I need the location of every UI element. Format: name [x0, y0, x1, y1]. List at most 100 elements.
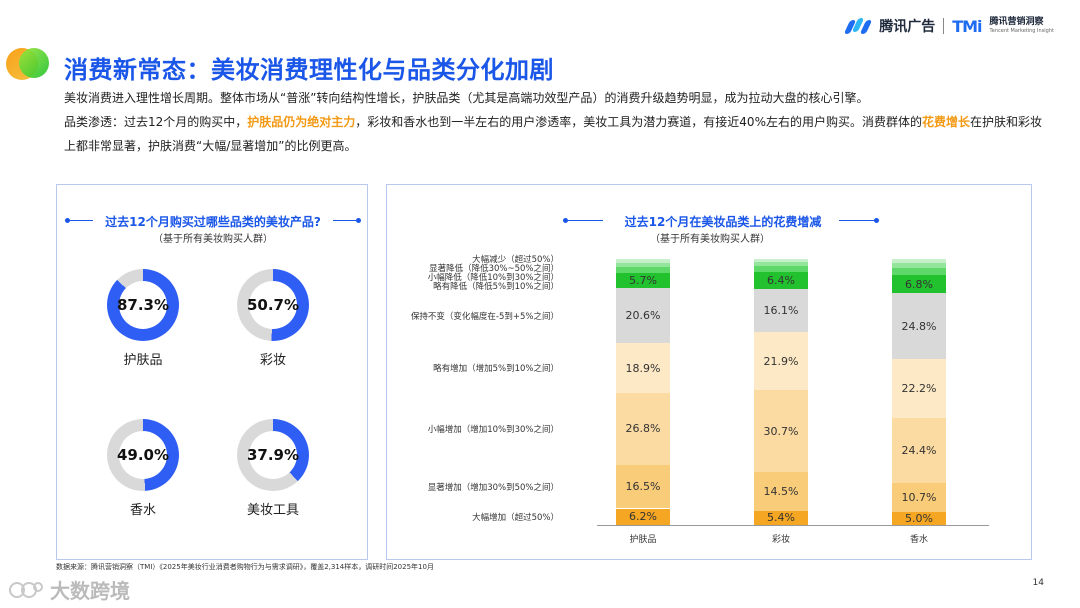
- bar-value-label: 22.2%: [901, 382, 937, 396]
- para-text-b: ，彩妆和香水也到一半左右的用户渗透率，美妆工具为潜力赛道，有接近40%左右的用户…: [355, 115, 922, 129]
- logo-divider: [943, 18, 945, 34]
- bar-segment: [754, 262, 808, 267]
- tmi-brand: 腾讯营销洞察 Tencent Marketing Insight: [990, 18, 1054, 34]
- bar-segment: 24.8%: [892, 293, 946, 360]
- x-tick-label: 护肤品: [629, 535, 657, 545]
- right-panel-title: 过去12个月在美妆品类上的花费增减: [624, 215, 822, 229]
- title-decoration-icon: [6, 48, 49, 80]
- tmi-brand-cn: 腾讯营销洞察: [989, 17, 1044, 27]
- bar-segment: [892, 267, 946, 276]
- bar-segment: 20.6%: [616, 288, 670, 344]
- legend-row-label: 大幅减少（超过50%）: [472, 255, 559, 265]
- penetration-paragraph: 品类渗透：过去12个月的购买中，护肤品仍为绝对主力，彩妆和香水也到一半左右的用户…: [64, 110, 1044, 158]
- bar-value-label: 30.7%: [763, 424, 799, 438]
- bar-value-label: 6.8%: [905, 277, 933, 291]
- bar-segment: [892, 262, 946, 268]
- donut-value: 50.7%: [247, 281, 299, 329]
- bar-segment: 26.8%: [616, 393, 670, 465]
- bar-segment: 18.9%: [616, 343, 670, 394]
- bar-segment: 5.7%: [616, 273, 670, 289]
- title-line-right: [839, 218, 879, 223]
- bar-segment: 10.7%: [892, 483, 946, 512]
- bar-segment: 6.4%: [754, 272, 808, 290]
- bar-value-label: 16.5%: [625, 480, 661, 494]
- para-text-a: 品类渗透：过去12个月的购买中，: [64, 115, 248, 129]
- bar-value-label: 5.7%: [629, 274, 657, 288]
- watermark-logo-icon: [9, 581, 43, 598]
- page-number: 14: [1032, 578, 1044, 588]
- bar-value-label: 6.4%: [767, 274, 795, 288]
- bar-value-label: 10.7%: [901, 490, 937, 504]
- title-line-left: [65, 218, 93, 223]
- bar-value-label: 24.4%: [901, 444, 937, 458]
- x-tick-label: 香水: [909, 535, 928, 545]
- watermark: 大数跨境: [8, 575, 130, 604]
- bar-segment: 21.9%: [754, 332, 808, 391]
- bar-segment: 16.5%: [616, 464, 670, 509]
- bar-segment: 24.4%: [892, 418, 946, 484]
- donut-chart: 37.9%: [237, 419, 309, 491]
- watermark-text: 大数跨境: [50, 579, 130, 603]
- bar-value-label: 6.2%: [629, 510, 657, 524]
- bar-value-label: 26.8%: [625, 422, 661, 436]
- x-tick-label: 彩妆: [771, 535, 790, 545]
- bar-segment: 5.4%: [754, 510, 808, 525]
- bar-segment: 30.7%: [754, 390, 808, 473]
- bar-value-label: 5.4%: [767, 511, 795, 525]
- bar-segment: 14.5%: [754, 472, 808, 511]
- bar-segment: 6.8%: [892, 275, 946, 294]
- highlight-skincare: 护肤品仍为绝对主力: [247, 115, 356, 129]
- title-line-left: [563, 218, 603, 223]
- donut-value: 37.9%: [247, 431, 299, 479]
- donut-chart: 87.3%: [107, 269, 179, 341]
- para-text-c: 在护肤和彩妆上都非常显著，护肤消费“大幅/显著增加”的比例更高。: [64, 115, 1043, 153]
- intro-paragraph: 美妆消费进入理性增长周期。整体市场从“普涨”转向结构性增长，护肤品类（尤其是高端…: [64, 91, 869, 105]
- donut-chart: 49.0%: [107, 419, 179, 491]
- legend-row-label: 小幅降低（降低10%到30%之间）: [427, 273, 559, 283]
- bar-segment: [616, 267, 670, 274]
- left-panel-title: 过去12个月购买过哪些品类的美妆产品?: [105, 215, 321, 229]
- spending-change-panel: 过去12个月在美妆品类上的花费增减 （基于所有美妆购买人群） 6.2% 16.5%…: [386, 184, 1032, 560]
- header-logos: 腾讯广告 TMi 腾讯营销洞察 Tencent Marketing Insigh…: [843, 16, 1054, 36]
- bar-value-label: 14.5%: [763, 484, 799, 498]
- legend-row-label: 显著降低（降低30%~50%之间）: [429, 264, 559, 274]
- left-panel-subtitle: （基于所有美妆购买人群）: [153, 234, 273, 245]
- bar-value-label: 20.6%: [625, 309, 661, 323]
- donut-label: 护肤品: [123, 353, 163, 368]
- bar-segment: 5.0%: [892, 511, 946, 525]
- donut-value: 87.3%: [117, 281, 169, 329]
- bar-value-label: 5.0%: [905, 511, 933, 525]
- bar-value-label: 24.8%: [901, 319, 937, 333]
- bar-segment: [616, 259, 670, 263]
- donut-chart: 50.7%: [237, 269, 309, 341]
- legend-row-label: 略有增加（增加5%到10%之间）: [433, 364, 559, 375]
- right-panel-subtitle: （基于所有美妆购买人群）: [650, 234, 770, 245]
- donut-label: 彩妆: [259, 353, 286, 368]
- bar-segment: [754, 259, 808, 263]
- bar-value-label: 16.1%: [763, 304, 799, 318]
- legend-row-label: 显著增加（增加30%到50%之间）: [427, 482, 559, 493]
- donut-value: 49.0%: [117, 431, 169, 479]
- legend-row-label: 小幅增加（增加10%到30%之间）: [427, 424, 559, 435]
- legend-row-label: 大幅增加（超过50%）: [472, 512, 559, 523]
- data-source-note: 数据来源：腾讯营销洞察（TMI）《2025年美妆行业消费者购物行为与需求调研》，…: [56, 563, 434, 571]
- bar-segment: [616, 262, 670, 268]
- bar-value-label: 18.9%: [625, 361, 661, 375]
- legend-row-label: 略有降低（降低5%到10%之间）: [433, 282, 559, 292]
- tencent-ads-logo-icon: [843, 17, 873, 35]
- tencent-ads-brand: 腾讯广告: [879, 19, 936, 35]
- x-axis-line: [597, 525, 989, 526]
- highlight-spending: 花费增长: [921, 115, 970, 129]
- donut-label: 美妆工具: [246, 503, 299, 518]
- tmi-logo-icon: TMi: [952, 16, 982, 36]
- bar-segment: [754, 266, 808, 273]
- legend-row-label: 保持不变（变化幅度在-5到+5%之间）: [410, 311, 559, 322]
- donut-label: 香水: [129, 503, 156, 518]
- page-title: 消费新常态：美妆消费理性化与品类分化加剧: [64, 56, 554, 84]
- bar-segment: 6.2%: [616, 508, 670, 525]
- bar-segment: 16.1%: [754, 289, 808, 333]
- bar-segment: 22.2%: [892, 359, 946, 419]
- bar-segment: [892, 259, 946, 263]
- bar-value-label: 21.9%: [763, 354, 799, 368]
- category-purchase-panel: 过去12个月购买过哪些品类的美妆产品? （基于所有美妆购买人群） 87.3% 护肤…: [56, 184, 368, 560]
